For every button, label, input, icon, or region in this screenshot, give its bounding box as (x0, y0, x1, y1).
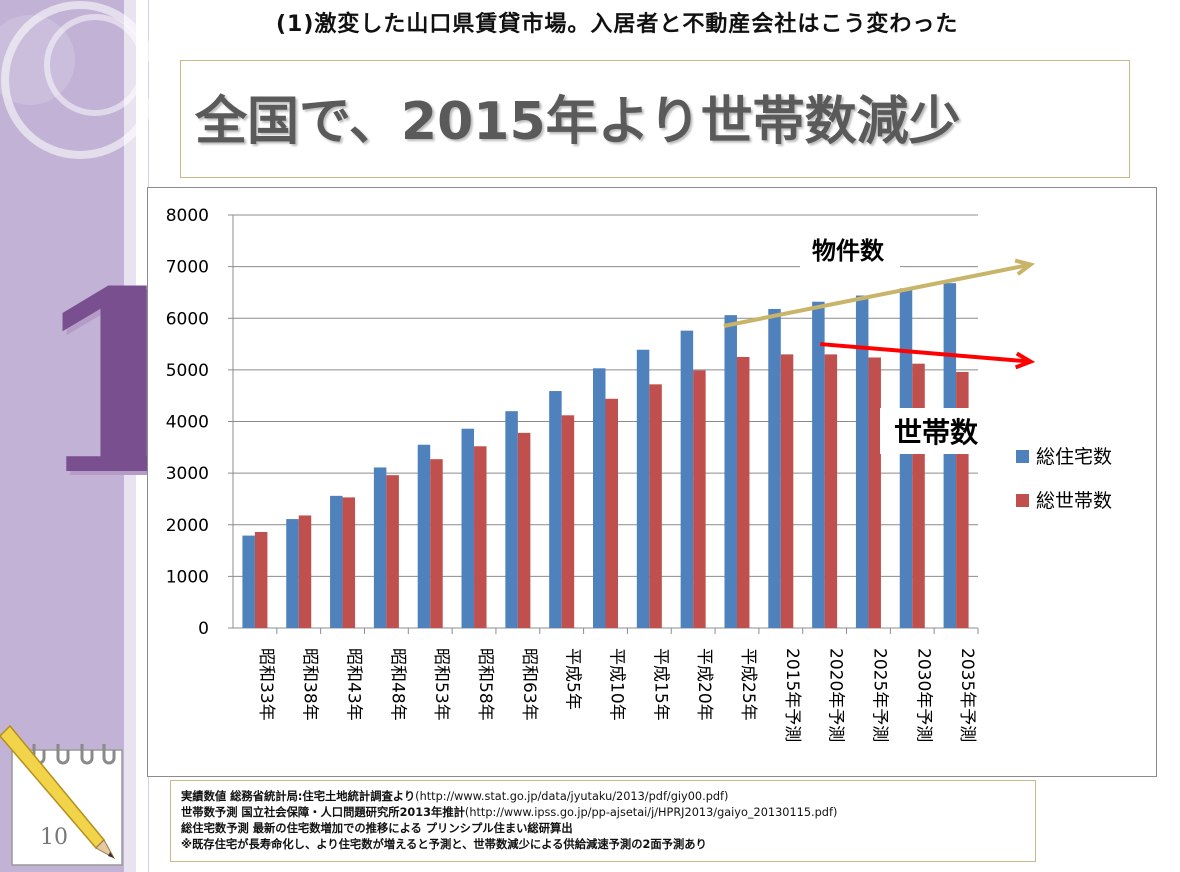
arrow-head (1014, 351, 1036, 370)
bar-households (780, 354, 794, 628)
source-url: (http://www.stat.go.jp/data/jyutaku/2013… (415, 790, 729, 803)
bar-housing (242, 535, 255, 628)
source-url: (http://www.ipss.go.jp/pp-ajsetai/j/HPRJ… (464, 806, 838, 819)
source-line-2: 世帯数予測 国立社会保障・人口問題研究所2013年推計(http://www.i… (181, 805, 1035, 821)
source-text: ※既存住宅が長寿命化し、より住宅数が増えると予測と、世帯数減少による供給減速予測… (181, 838, 707, 851)
legend-label: 総世帯数 (1036, 490, 1112, 512)
legend-label: 総住宅数 (1036, 446, 1112, 468)
bar-households (824, 354, 838, 628)
bar-housing (417, 444, 431, 628)
bars (242, 283, 969, 628)
bar-housing (680, 330, 694, 628)
arrow-shaft (820, 342, 1031, 364)
bar-housing (593, 368, 606, 628)
sidebar-stripe (124, 0, 136, 872)
bar-housing (768, 308, 781, 628)
y-axis-ticks: 0 1000 2000 3000 4000 5000 6000 7000 8000 (166, 206, 978, 639)
bar-households (342, 497, 356, 628)
arrow-head (1014, 258, 1036, 276)
bar-housing (943, 283, 957, 628)
x-tick-label: 平成5年 (563, 648, 583, 710)
y-tick-label: 1000 (166, 567, 209, 587)
households-trend-arrow (820, 342, 1036, 370)
bar-households (430, 459, 443, 628)
bar-housing (286, 519, 299, 628)
bar-housing (812, 301, 825, 628)
page-number: 10 (40, 825, 68, 850)
bar-households (517, 432, 531, 628)
bar-housing (724, 315, 737, 628)
y-tick-label: 4000 (166, 413, 209, 433)
households-label: 世帯数 (894, 416, 979, 449)
bar-households (605, 398, 618, 628)
bar-households (254, 531, 268, 628)
bar-households (912, 363, 925, 628)
bar-housing (373, 467, 387, 628)
bar-households (386, 475, 399, 628)
decorative-circles (0, 1, 150, 159)
y-tick-label: 6000 (166, 309, 209, 329)
legend-swatch (1016, 494, 1029, 507)
notepad-icon (0, 724, 123, 866)
x-tick-label: 平成10年 (607, 648, 627, 721)
title-box: 全国で、2015年より世帯数減少 (180, 60, 1130, 178)
bar-chart: 010002000300040005000600070008000 昭和33年昭… (166, 206, 1112, 742)
source-line-1: 実績数値 総務省統計局:住宅土地統計調査より(http://www.stat.g… (181, 789, 1035, 805)
x-tick-label: 2015年予測 (782, 648, 802, 742)
slide-title: 全国で、2015年より世帯数減少 (195, 92, 961, 152)
y-tick-label: 2000 (166, 516, 209, 536)
bar-housing (461, 428, 475, 628)
x-tick-label: 昭和33年 (256, 648, 276, 721)
x-tick-label: 昭和58年 (475, 648, 495, 721)
source-line-3: 総住宅数予測 最新の住宅数増加での推移による プリンシプル住まい総研算出 (181, 821, 1035, 837)
y-tick-label: 0 (198, 619, 209, 639)
bar-households (868, 357, 881, 628)
x-tick-label: 2030年予測 (913, 648, 933, 742)
y-tick-label: 5000 (166, 361, 209, 381)
x-tick-label: 平成15年 (650, 648, 670, 721)
x-tick-label: 2025年予測 (869, 648, 889, 742)
bar-households (561, 415, 575, 628)
y-tick-label: 7000 (166, 258, 209, 278)
bar-housing (505, 411, 518, 628)
bar-housing (549, 391, 562, 628)
properties-label: 物件数 (812, 237, 885, 265)
x-tick-label: 昭和43年 (344, 648, 364, 721)
properties-label-bg (800, 232, 900, 268)
legend-swatch (1016, 450, 1029, 463)
households-label-bg (880, 408, 980, 454)
source-text: 世帯数予測 国立社会保障・人口問題研究所2013年推計 (181, 806, 465, 819)
bar-housing (636, 349, 650, 628)
x-tick-label: 昭和48年 (387, 648, 407, 721)
sources-box: 実績数値 総務省統計局:住宅土地統計調査より(http://www.stat.g… (170, 780, 1036, 862)
annotations: 物件数 世帯数 (723, 232, 1036, 454)
source-text: 実績数値 総務省統計局:住宅土地統計調査より (181, 790, 416, 803)
bar-households (298, 515, 312, 628)
y-tick-label: 8000 (166, 206, 209, 226)
x-tick-label: 2035年予測 (957, 648, 977, 742)
x-tick-label: 平成25年 (738, 648, 758, 721)
properties-trend-arrow (723, 258, 1036, 328)
bar-housing (899, 288, 913, 628)
slide-subtitle: (1)激変した山口県賃貸市場。入居者と不動産会社はこう変わった (276, 12, 959, 37)
x-tick-label: 2020年予測 (826, 648, 846, 742)
source-line-4: ※既存住宅が長寿命化し、より住宅数が増えると予測と、世帯数減少による供給減速予測… (181, 837, 1035, 853)
x-tick-label: 昭和38年 (300, 648, 320, 721)
bar-housing (330, 495, 343, 628)
x-axis-ticks: 昭和33年 昭和38年 昭和43年 昭和48年 昭和53年 昭和58年 昭和63年 平成5年 平… (256, 628, 979, 742)
bar-households (649, 384, 662, 628)
source-text: 総住宅数予測 最新の住宅数増加での推移による プリンシプル住まい総研算出 (181, 822, 573, 835)
bar-households (693, 370, 706, 628)
x-tick-label: 平成20年 (694, 648, 714, 721)
bar-households (736, 356, 750, 628)
bar-households (474, 446, 487, 628)
arrow-shaft (723, 262, 1031, 328)
bar-housing (855, 295, 869, 628)
x-tick-label: 昭和53年 (431, 648, 451, 721)
x-tick-label: 昭和63年 (519, 648, 539, 721)
chart-frame: 0 1000 2000 3000 4000 5000 6000 7000 8000 昭和33年昭… (147, 187, 1157, 777)
y-tick-label: 3000 (166, 464, 209, 484)
